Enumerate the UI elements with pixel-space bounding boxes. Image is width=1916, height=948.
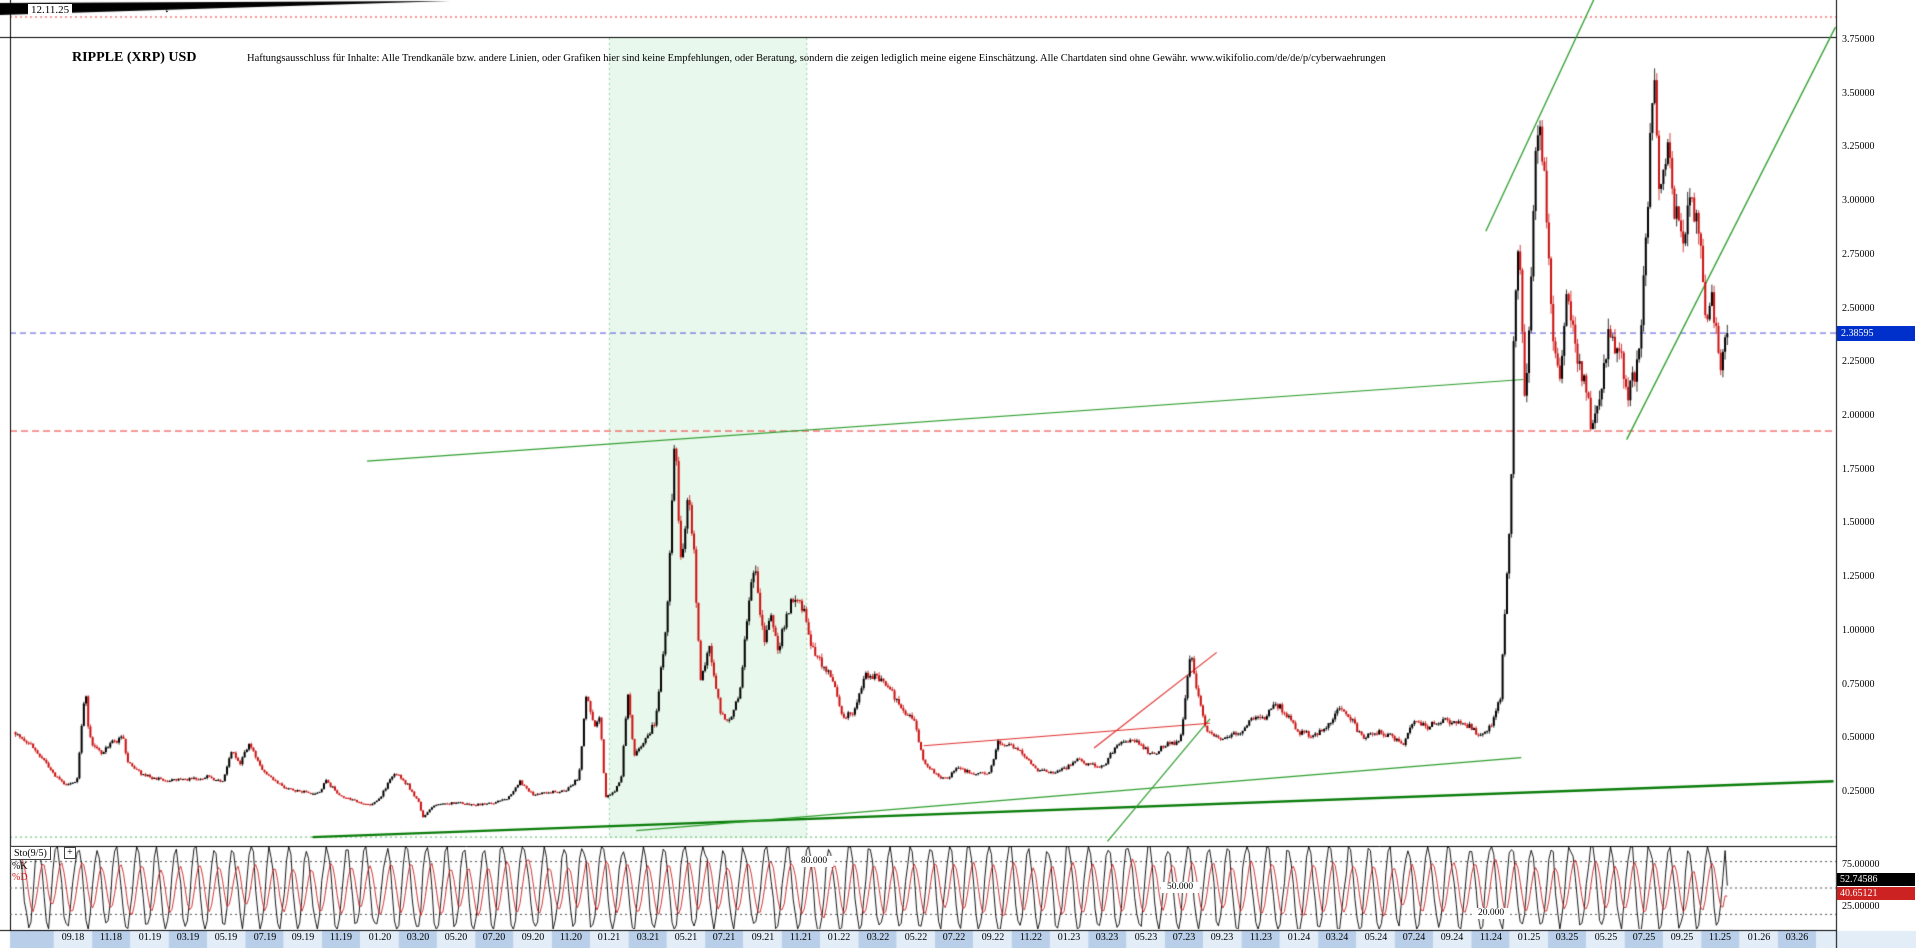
chart-window: 12.11.25 ↕ RIPPLE (XRP) USD Haftungsauss… [0, 0, 1916, 948]
chart-canvas[interactable] [0, 0, 1916, 948]
